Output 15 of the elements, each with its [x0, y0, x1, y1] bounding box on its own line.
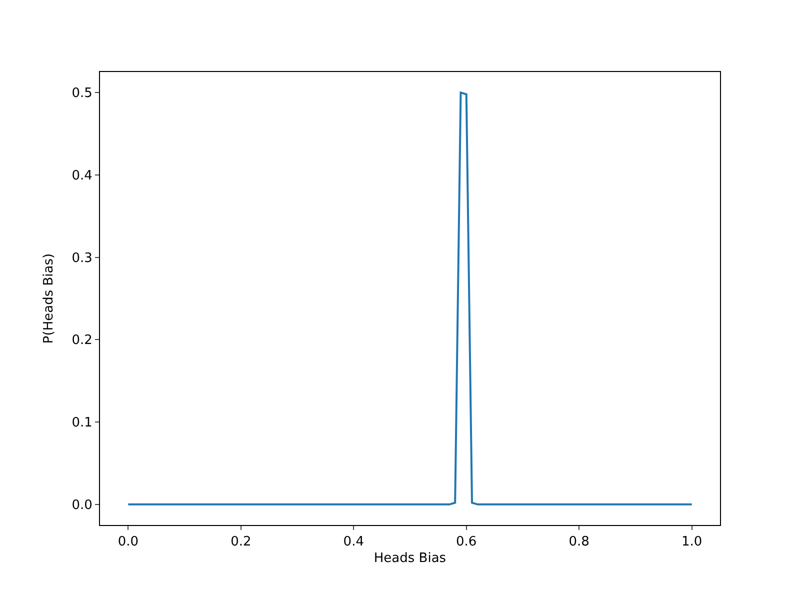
x-tick-label: 0.2 [230, 534, 252, 550]
y-axis-title: P(Heads Bias) [42, 253, 57, 344]
y-tick-label: 0.2 [72, 333, 92, 348]
y-tick-label: 0.0 [72, 498, 92, 513]
x-tick-label: 0.0 [118, 534, 139, 550]
x-axis-title: Heads Bias [374, 551, 446, 566]
x-tick-label: 0.4 [343, 534, 364, 550]
y-tick-label: 0.4 [72, 168, 92, 184]
y-tick-label: 0.3 [72, 250, 92, 266]
y-tick-label: 0.1 [72, 416, 92, 431]
line-series [127, 92, 693, 506]
y-tick-label: 0.5 [72, 86, 92, 102]
x-tick-label: 1.0 [681, 534, 702, 550]
x-tick-label: 0.8 [568, 534, 590, 550]
x-tick-label: 0.6 [456, 534, 477, 550]
